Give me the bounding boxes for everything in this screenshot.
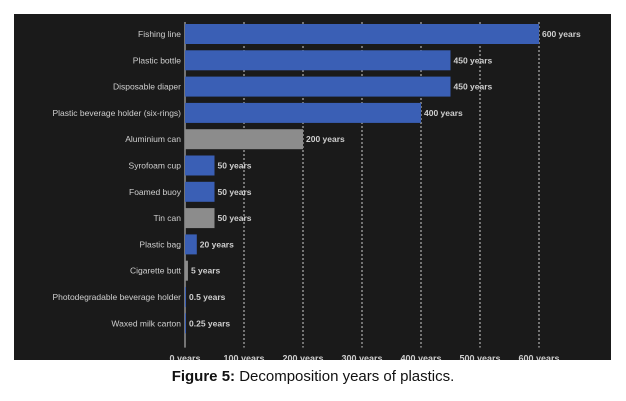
category-label: Plastic bag — [139, 239, 181, 249]
category-label: Tin can — [153, 213, 181, 223]
category-label: Plastic beverage holder (six-rings) — [53, 108, 182, 118]
category-label: Photodegradable beverage holder — [52, 292, 181, 302]
x-tick-label: 0 years — [169, 354, 200, 360]
x-tick-label: 500 years — [459, 354, 500, 360]
category-label: Aluminium can — [125, 134, 181, 144]
value-label: 400 years — [424, 108, 463, 118]
bar — [185, 50, 451, 71]
category-label: Waxed milk carton — [111, 318, 181, 328]
value-label: 0.5 years — [189, 292, 226, 302]
figure-caption: Figure 5: Decomposition years of plastic… — [0, 368, 626, 385]
x-tick-label: 300 years — [341, 354, 382, 360]
category-label: Cigarette butt — [130, 266, 182, 276]
bar — [185, 208, 215, 229]
bar — [185, 24, 539, 44]
value-label: 50 years — [218, 161, 252, 171]
caption-text: Decomposition years of plastics. — [235, 368, 455, 385]
value-label: 20 years — [200, 239, 234, 249]
category-label: Plastic bottle — [133, 55, 181, 65]
x-tick-label: 200 years — [282, 354, 323, 360]
value-label: 50 years — [218, 187, 252, 197]
bar — [185, 155, 215, 176]
bar — [185, 287, 186, 307]
category-label: Disposable diaper — [113, 82, 181, 92]
value-label: 450 years — [454, 82, 493, 92]
value-label: 450 years — [454, 55, 493, 65]
category-label: Fishing line — [138, 29, 181, 39]
bar — [185, 234, 197, 255]
x-tick-label: 600 years — [518, 354, 559, 360]
bar-chart: Fishing line 600 years Plastic bottle 450 y… — [52, 22, 581, 360]
bar — [185, 129, 303, 150]
bar — [185, 313, 186, 334]
category-label: Syrofoam cup — [129, 161, 182, 171]
value-label: 600 years — [542, 29, 581, 39]
category-label: Foamed buoy — [129, 187, 182, 197]
bar — [185, 102, 421, 123]
x-tick-label: 400 years — [400, 354, 441, 360]
value-label: 5 years — [191, 266, 221, 276]
chart-panel: Fishing line 600 years Plastic bottle 450 y… — [14, 14, 611, 360]
bar — [185, 181, 215, 202]
value-label: 50 years — [218, 213, 252, 223]
bar — [185, 260, 188, 281]
value-label: 0.25 years — [189, 318, 230, 328]
caption-label: Figure 5: — [171, 368, 236, 385]
bar — [185, 76, 451, 97]
value-label: 200 years — [306, 134, 345, 144]
x-tick-label: 100 years — [223, 354, 264, 360]
